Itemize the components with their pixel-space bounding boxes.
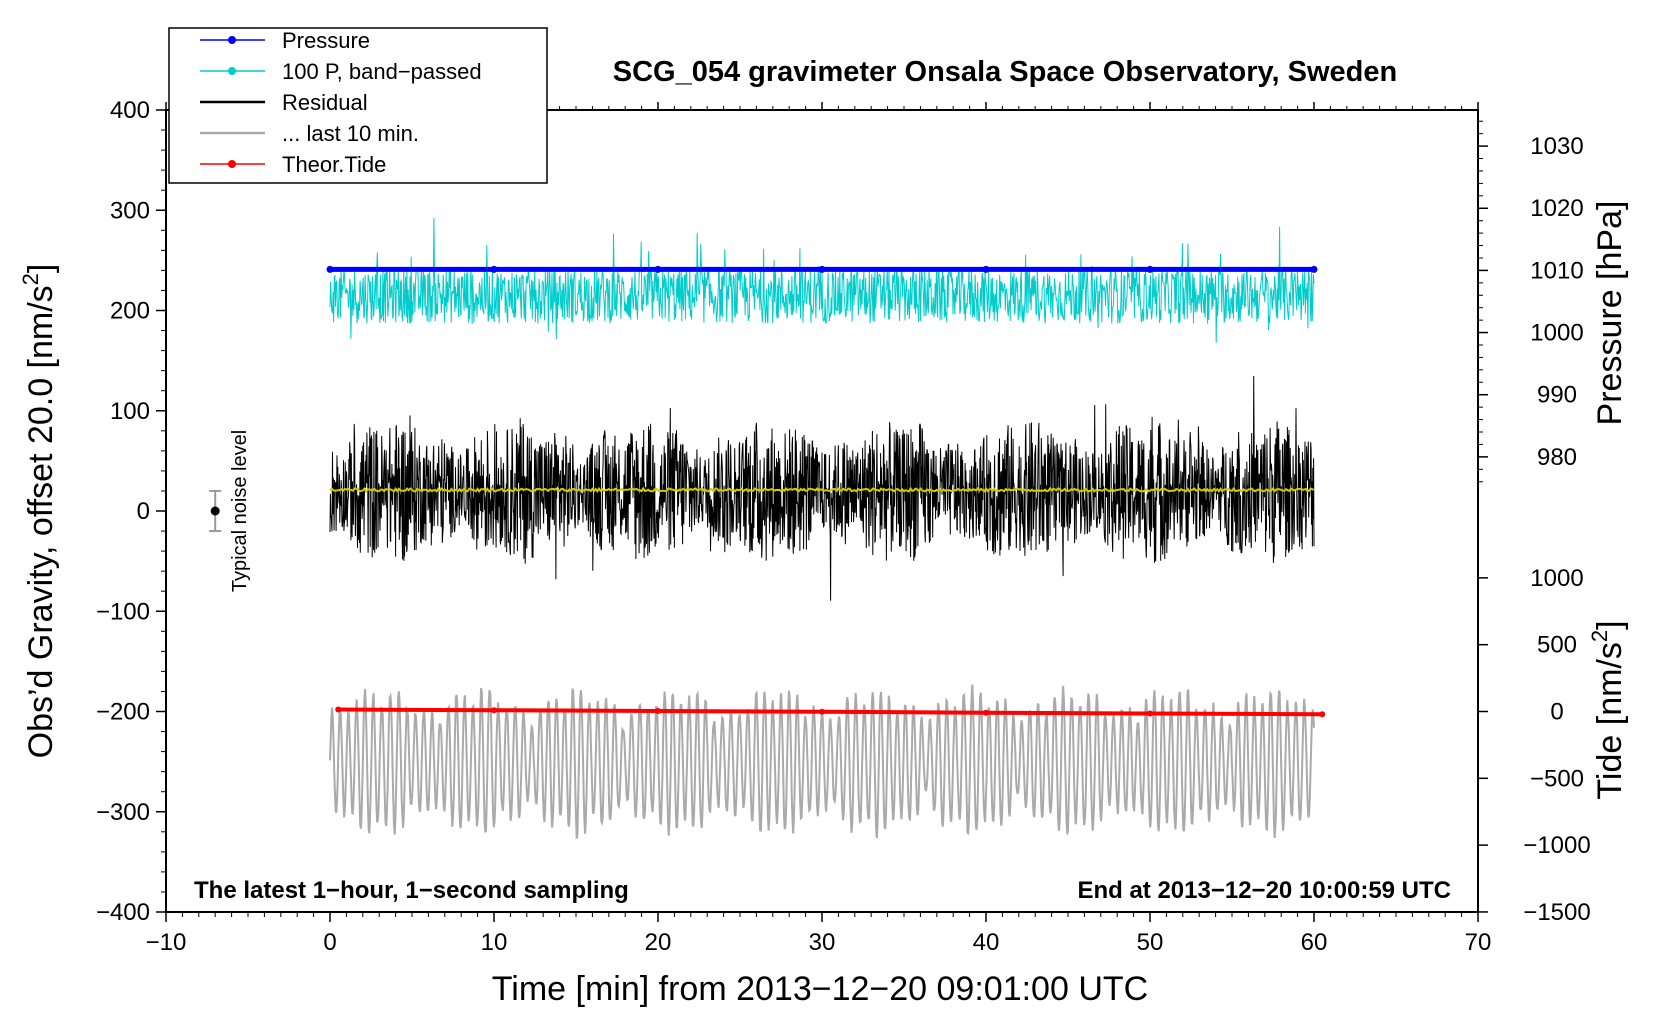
x-axis: −10 0 10 20 30 40 50 60 70 xyxy=(146,102,1492,956)
y-tick-label: 0 xyxy=(137,498,150,525)
tide-tick-label: 1000 xyxy=(1530,565,1583,592)
noise-level-marker: Typical noise level xyxy=(209,430,251,592)
x-tick-label: 30 xyxy=(809,929,836,956)
y-axis-pressure: 980 990 1000 1010 1020 1030 xyxy=(1478,120,1584,483)
legend-marker xyxy=(228,36,236,44)
y-tick-label: 400 xyxy=(110,97,150,124)
x-tick-label: 50 xyxy=(1137,929,1164,956)
series-layer xyxy=(326,218,1326,839)
tide-title-end: ] xyxy=(1591,620,1629,629)
y-tick-label: 200 xyxy=(110,298,150,325)
tide-tick-label: −1500 xyxy=(1523,899,1590,926)
tide-point xyxy=(655,707,661,714)
tide-point xyxy=(335,706,342,713)
x-tick-label: 40 xyxy=(973,929,1000,956)
legend-label: 100 P, band−passed xyxy=(282,59,482,84)
x-tick-label: 70 xyxy=(1465,929,1492,956)
chart-title: SCG_054 gravimeter Onsala Space Observat… xyxy=(613,56,1397,88)
pressure-point xyxy=(326,265,334,273)
legend-label: Pressure xyxy=(282,28,370,53)
y-tick-label: −400 xyxy=(96,899,150,926)
pressure-tick-label: 980 xyxy=(1537,444,1577,471)
x-tick-label: 60 xyxy=(1301,929,1328,956)
pressure-tick-label: 1010 xyxy=(1530,257,1583,284)
y-tick-label: −300 xyxy=(96,799,150,826)
legend-label: Residual xyxy=(282,90,368,115)
tide-tick-label: 500 xyxy=(1537,632,1577,659)
legend-label: Theor.Tide xyxy=(282,152,386,177)
note-left: The latest 1−hour, 1−second sampling xyxy=(194,877,629,904)
pressure-point xyxy=(1310,265,1318,273)
series-last-10-min xyxy=(329,684,1315,839)
y-tick-label: −100 xyxy=(96,598,150,625)
y-left-title-main: Obs’d Gravity, offset 20.0 [nm/s xyxy=(22,285,60,758)
tide-tick-label: −1000 xyxy=(1523,832,1590,859)
tide-point xyxy=(819,708,825,715)
tide-tick-label: −500 xyxy=(1530,765,1584,792)
y-axis-left: −400 −300 −200 −100 0 100 200 300 400 xyxy=(96,97,166,926)
series-residual-smoothed xyxy=(329,486,1315,494)
pressure-point xyxy=(1146,265,1154,273)
noise-dot xyxy=(210,506,220,516)
tide-title-main: Tide [nm/s xyxy=(1591,642,1629,799)
tide-tick-label: 0 xyxy=(1550,699,1563,726)
pressure-tick-label: 990 xyxy=(1537,382,1577,409)
pressure-point xyxy=(982,265,990,273)
y-left-title-end: ] xyxy=(22,264,60,273)
tide-point xyxy=(983,709,989,716)
noise-label: Typical noise level xyxy=(229,430,251,592)
tide-title-sup: 2 xyxy=(1587,630,1612,642)
pressure-point xyxy=(818,265,826,273)
pressure-point xyxy=(654,265,662,273)
tide-point xyxy=(491,707,497,714)
x-axis-title: Time [min] from 2013−12−20 09:01:00 UTC xyxy=(492,970,1148,1008)
y-axis-tide: −1500 −1000 −500 0 500 1000 xyxy=(1478,565,1591,926)
series-residual xyxy=(329,375,1315,601)
legend: Pressure 100 P, band−passed Residual ... la… xyxy=(168,27,548,184)
y-axis-pressure-title: Pressure [hPa] xyxy=(1591,201,1629,426)
y-axis-tide-title: Tide [nm/s2] xyxy=(1587,620,1629,799)
legend-marker xyxy=(228,67,236,75)
x-tick-label: 10 xyxy=(481,929,508,956)
legend-marker xyxy=(228,160,236,168)
y-tick-label: 100 xyxy=(110,398,150,425)
y-tick-label: −200 xyxy=(96,699,150,726)
series-theor-tide xyxy=(338,707,1323,717)
pressure-tick-label: 1020 xyxy=(1530,195,1583,222)
x-tick-label: −10 xyxy=(146,929,187,956)
x-tick-label: 20 xyxy=(645,929,672,956)
y-axis-left-title: Obs’d Gravity, offset 20.0 [nm/s2] xyxy=(18,264,60,759)
pressure-tick-label: 1030 xyxy=(1530,133,1583,160)
y-left-title-sup: 2 xyxy=(18,273,43,285)
note-right: End at 2013−12−20 10:00:59 UTC xyxy=(1077,877,1451,904)
series-band-passed xyxy=(329,218,1315,343)
pressure-point xyxy=(490,265,498,273)
legend-label: ... last 10 min. xyxy=(282,121,419,146)
tide-point xyxy=(1147,710,1153,717)
y-tick-label: 300 xyxy=(110,197,150,224)
legend-box xyxy=(168,27,548,184)
tide-point xyxy=(1319,711,1326,718)
x-tick-label: 0 xyxy=(323,929,336,956)
pressure-tick-label: 1000 xyxy=(1530,320,1583,347)
